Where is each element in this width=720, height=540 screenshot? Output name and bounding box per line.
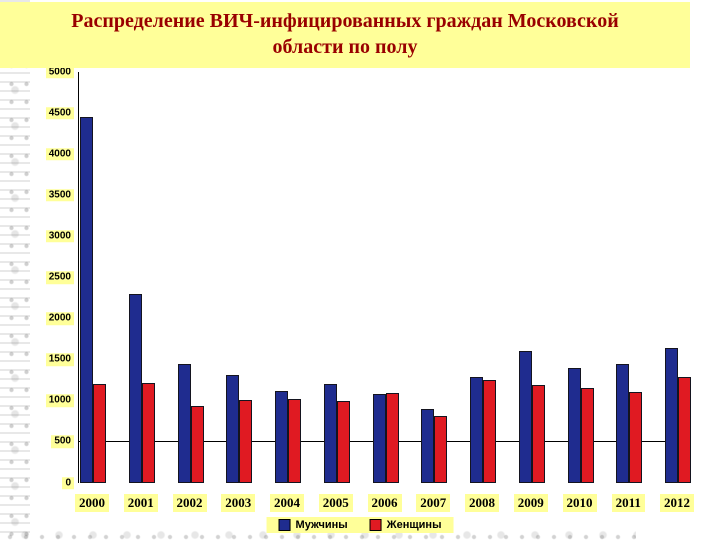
- bar-2003-Женщины: [239, 400, 253, 483]
- x-tick-label-2003: 2003: [221, 494, 256, 513]
- bar-2006-Мужчины: [372, 394, 386, 483]
- bar-2007-Женщины: [434, 416, 448, 483]
- x-tick-label-2007: 2007: [416, 494, 451, 513]
- bottom-ornament-border: [0, 526, 720, 540]
- x-label-cell-2005: 2005: [318, 494, 353, 513]
- y-tick-label-3000: 3000: [45, 230, 74, 243]
- legend-swatch-Женщины: [369, 519, 382, 531]
- bar-2005-Женщины: [336, 401, 350, 483]
- x-tick-label-2005: 2005: [318, 494, 353, 513]
- x-tick-label-2001: 2001: [123, 494, 158, 513]
- bottom-right-blank: [636, 524, 720, 540]
- bar-groups: [80, 72, 691, 483]
- x-label-cell-2001: 2001: [123, 494, 158, 513]
- x-tick-label-2010: 2010: [562, 494, 597, 513]
- x-tick-label-2012: 2012: [660, 494, 694, 513]
- x-label-cell-2009: 2009: [513, 494, 548, 513]
- legend-swatch-Мужчины: [278, 519, 291, 531]
- bar-2008-Мужчины: [470, 377, 483, 483]
- bar-group-2008: [470, 377, 496, 483]
- bar-group-2005: [323, 384, 350, 483]
- bar-2006-Женщины: [385, 393, 399, 483]
- bar-2005-Мужчины: [323, 384, 337, 483]
- left-ornament-border: [0, 0, 30, 540]
- x-tick-label-2004: 2004: [270, 494, 304, 513]
- x-label-cell-2012: 2012: [660, 494, 694, 513]
- bar-2002-Мужчины: [177, 364, 191, 483]
- x-label-cell-2011: 2011: [611, 494, 645, 513]
- bar-2001-Женщины: [141, 383, 155, 483]
- bar-group-2010: [567, 368, 594, 483]
- y-tick-label-3500: 3500: [45, 189, 74, 202]
- bar-2009-Мужчины: [518, 351, 532, 483]
- bar-group-2003: [226, 375, 253, 483]
- bar-group-2004: [275, 391, 301, 483]
- y-tick-label-4500: 4500: [45, 106, 74, 120]
- x-label-cell-2000: 2000: [75, 494, 109, 513]
- bar-2004-Женщины: [288, 399, 301, 483]
- y-tick-label-500: 500: [51, 435, 74, 449]
- y-tick-label-1500: 1500: [45, 353, 74, 366]
- bar-group-2012: [665, 348, 691, 483]
- legend-label-Мужчины: Мужчины: [295, 519, 348, 531]
- x-label-cell-2010: 2010: [562, 494, 597, 513]
- y-tick-label-0: 0: [62, 476, 74, 490]
- bar-group-2007: [421, 409, 448, 483]
- bar-2001-Мужчины: [128, 294, 142, 483]
- bar-group-2006: [372, 393, 399, 483]
- bar-2011-Мужчины: [616, 364, 630, 483]
- bar-group-2001: [128, 294, 155, 483]
- bar-2000-Мужчины: [80, 117, 93, 483]
- x-label-cell-2003: 2003: [221, 494, 256, 513]
- bar-2008-Женщины: [483, 380, 496, 483]
- bar-group-2000: [80, 117, 106, 483]
- bar-2009-Женщины: [531, 385, 545, 483]
- y-tick-label-5000: 5000: [45, 65, 74, 79]
- bar-2012-Мужчины: [665, 348, 678, 483]
- bar-group-2011: [616, 364, 643, 483]
- slide-title: Распределение ВИЧ-инфицированных граждан…: [71, 10, 619, 58]
- x-label-cell-2007: 2007: [416, 494, 451, 513]
- x-label-cell-2008: 2008: [465, 494, 499, 513]
- bar-2004-Мужчины: [275, 391, 288, 483]
- x-tick-label-2002: 2002: [172, 494, 207, 513]
- bar-group-2002: [177, 364, 204, 483]
- bar-2010-Мужчины: [567, 368, 581, 483]
- chart-plot-area: [78, 72, 691, 483]
- bar-group-2009: [518, 351, 545, 483]
- x-label-cell-2004: 2004: [270, 494, 304, 513]
- x-tick-label-2011: 2011: [611, 494, 645, 513]
- y-tick-label-2000: 2000: [45, 312, 74, 325]
- bar-2007-Мужчины: [421, 409, 435, 483]
- legend-label-Женщины: Женщины: [386, 519, 442, 531]
- bar-2000-Женщины: [93, 384, 106, 483]
- bar-2012-Женщины: [678, 377, 691, 483]
- x-tick-label-2008: 2008: [465, 494, 499, 513]
- x-tick-label-2000: 2000: [75, 494, 109, 513]
- bar-2002-Женщины: [190, 406, 204, 483]
- legend-item-Женщины: Женщины: [369, 519, 442, 531]
- y-tick-label-1000: 1000: [45, 394, 74, 408]
- slide-title-box: Распределение ВИЧ-инфицированных граждан…: [0, 2, 690, 68]
- y-tick-label-2500: 2500: [45, 271, 74, 284]
- bar-2011-Женщины: [629, 392, 643, 483]
- legend-item-Мужчины: Мужчины: [278, 519, 348, 531]
- x-label-cell-2002: 2002: [172, 494, 207, 513]
- x-tick-label-2009: 2009: [513, 494, 548, 513]
- legend: Мужчины Женщины: [266, 517, 454, 533]
- y-axis: 0 500 1000 1500 2000 2500 3000 3500 4000 4500 5000: [30, 65, 76, 490]
- x-axis-labels: 2000 2001 2002 2003 2004 2005 2006 2007 2008 2009…: [75, 494, 694, 513]
- x-label-cell-2006: 2006: [367, 494, 402, 513]
- x-tick-label-2006: 2006: [367, 494, 402, 513]
- y-tick-label-4000: 4000: [45, 147, 74, 161]
- bar-2003-Мужчины: [226, 375, 240, 483]
- bar-2010-Женщины: [580, 388, 594, 483]
